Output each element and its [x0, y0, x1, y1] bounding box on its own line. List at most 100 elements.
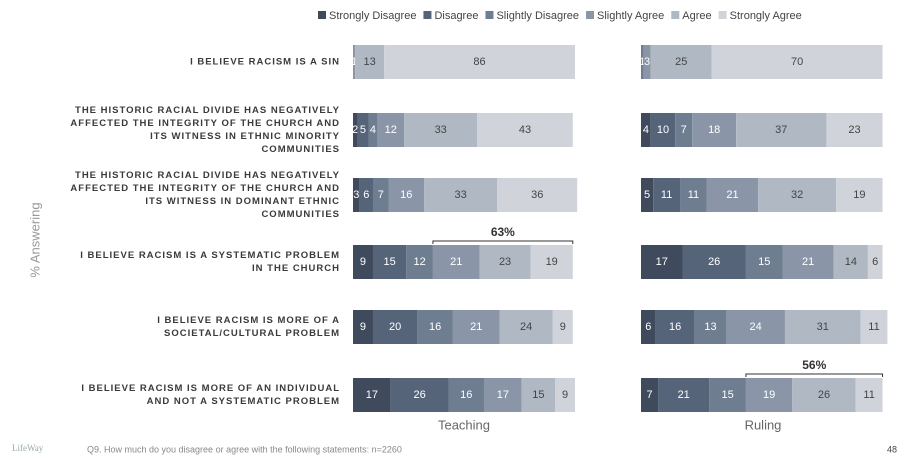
data-label: 1 — [639, 56, 645, 68]
data-label: 21 — [470, 321, 482, 333]
footnote: Q9. How much do you disagree or agree wi… — [87, 444, 402, 454]
legend-swatch — [318, 11, 326, 19]
data-label: 16 — [669, 321, 681, 333]
category-label: ITS WITNESS IN ETHNIC MINORITY — [150, 131, 340, 142]
bar-segment — [711, 45, 883, 79]
bar-segment — [836, 178, 883, 212]
legend-swatch — [485, 11, 494, 19]
data-label: 16 — [429, 321, 441, 333]
category-label: AFFECTED THE INTEGRITY OF THE CHURCH AND — [70, 183, 340, 194]
data-label: 7 — [378, 189, 384, 201]
data-label: 9 — [360, 256, 366, 268]
y-axis-label: % Answering — [27, 202, 42, 277]
bar-segment — [706, 178, 759, 212]
data-label: 14 — [845, 256, 857, 268]
category-label: COMMUNITIES — [261, 144, 340, 155]
data-label: 19 — [853, 189, 865, 201]
data-label: 37 — [775, 124, 787, 136]
legend-swatch — [671, 11, 680, 19]
data-label: 16 — [460, 389, 472, 401]
annotation: 63% — [491, 225, 515, 239]
data-label: 4 — [643, 124, 649, 136]
data-label: 33 — [435, 124, 447, 136]
bar-segment — [860, 310, 888, 344]
data-label: 5 — [360, 124, 366, 136]
bar-segment — [641, 378, 659, 412]
bar-segment — [368, 113, 378, 147]
data-label: 21 — [678, 389, 690, 401]
data-label: 3 — [353, 189, 359, 201]
bar-segment — [417, 310, 453, 344]
legend-label: Strongly Agree — [730, 10, 802, 22]
legend-label: Strongly Disagree — [329, 10, 416, 22]
bar-segment — [359, 178, 373, 212]
bar-segment — [643, 45, 651, 79]
data-label: 15 — [532, 389, 544, 401]
data-label: 86 — [473, 56, 485, 68]
bar-segment — [650, 113, 676, 147]
data-label: 18 — [708, 124, 720, 136]
data-label: 31 — [817, 321, 829, 333]
data-label: 26 — [818, 389, 830, 401]
data-label: 12 — [413, 256, 425, 268]
data-label: 21 — [726, 189, 738, 201]
bar-segment — [855, 378, 883, 412]
bar-segment — [390, 378, 449, 412]
bar-segment — [372, 310, 418, 344]
category-label: I BELIEVE RACISM IS MORE OF A — [157, 315, 340, 326]
data-label: 12 — [385, 124, 397, 136]
data-label: 15 — [758, 256, 770, 268]
bar-segment — [479, 245, 531, 279]
legend-label: Slightly Disagree — [496, 10, 579, 22]
category-label: COMMUNITIES — [261, 209, 340, 220]
annotation: 56% — [802, 358, 826, 372]
bar-segment — [353, 45, 356, 79]
bar-segment — [682, 245, 746, 279]
category-label: AFFECTED THE INTEGRITY OF THE CHURCH AND — [70, 118, 340, 129]
bar-segment — [552, 310, 573, 344]
data-label: 1 — [351, 56, 357, 68]
bracket — [745, 373, 884, 377]
bar-segment — [353, 378, 391, 412]
bar-segment — [388, 178, 425, 212]
bar-segment — [680, 178, 707, 212]
data-label: 13 — [704, 321, 716, 333]
data-label: 17 — [656, 256, 668, 268]
bar-segment — [372, 178, 389, 212]
data-label: 6 — [363, 189, 369, 201]
bar-segment — [745, 378, 793, 412]
bar-segment — [784, 310, 861, 344]
category-label: IN THE CHURCH — [252, 263, 340, 274]
bar-segment — [353, 245, 373, 279]
data-label: 23 — [848, 124, 860, 136]
data-label: 3 — [644, 56, 650, 68]
data-label: 9 — [560, 321, 566, 333]
bar-segment — [497, 178, 578, 212]
category-label: THE HISTORIC RACIAL DIVIDE HAS NEGATIVEL… — [75, 105, 340, 116]
bar-segment — [448, 378, 484, 412]
page-number: 48 — [887, 444, 897, 454]
data-label: 32 — [791, 189, 803, 201]
category-label: I BELIEVE RACISM IS A SYSTEMATIC PROBLEM — [80, 250, 340, 261]
bar-segment — [782, 245, 834, 279]
bar-segment — [692, 113, 737, 147]
data-label: 15 — [721, 389, 733, 401]
bar-segment — [406, 245, 433, 279]
panel-title: Ruling — [745, 417, 782, 432]
data-label: 11 — [863, 389, 874, 401]
logo: LifeWay — [12, 443, 44, 453]
bar-segment — [641, 245, 683, 279]
bar-segment — [353, 310, 373, 344]
bar-segment — [424, 178, 498, 212]
legend-label: Slightly Agree — [597, 10, 664, 22]
legend-label: Disagree — [434, 10, 478, 22]
data-label: 9 — [360, 321, 366, 333]
bar-segment — [404, 113, 478, 147]
bar-segment — [658, 378, 710, 412]
bar-segment — [653, 178, 681, 212]
bar-segment — [758, 178, 837, 212]
bar-segment — [745, 245, 783, 279]
category-label: I BELIEVE RACISM IS A SIN — [190, 57, 340, 68]
bar-segment — [499, 310, 553, 344]
data-label: 25 — [675, 56, 687, 68]
